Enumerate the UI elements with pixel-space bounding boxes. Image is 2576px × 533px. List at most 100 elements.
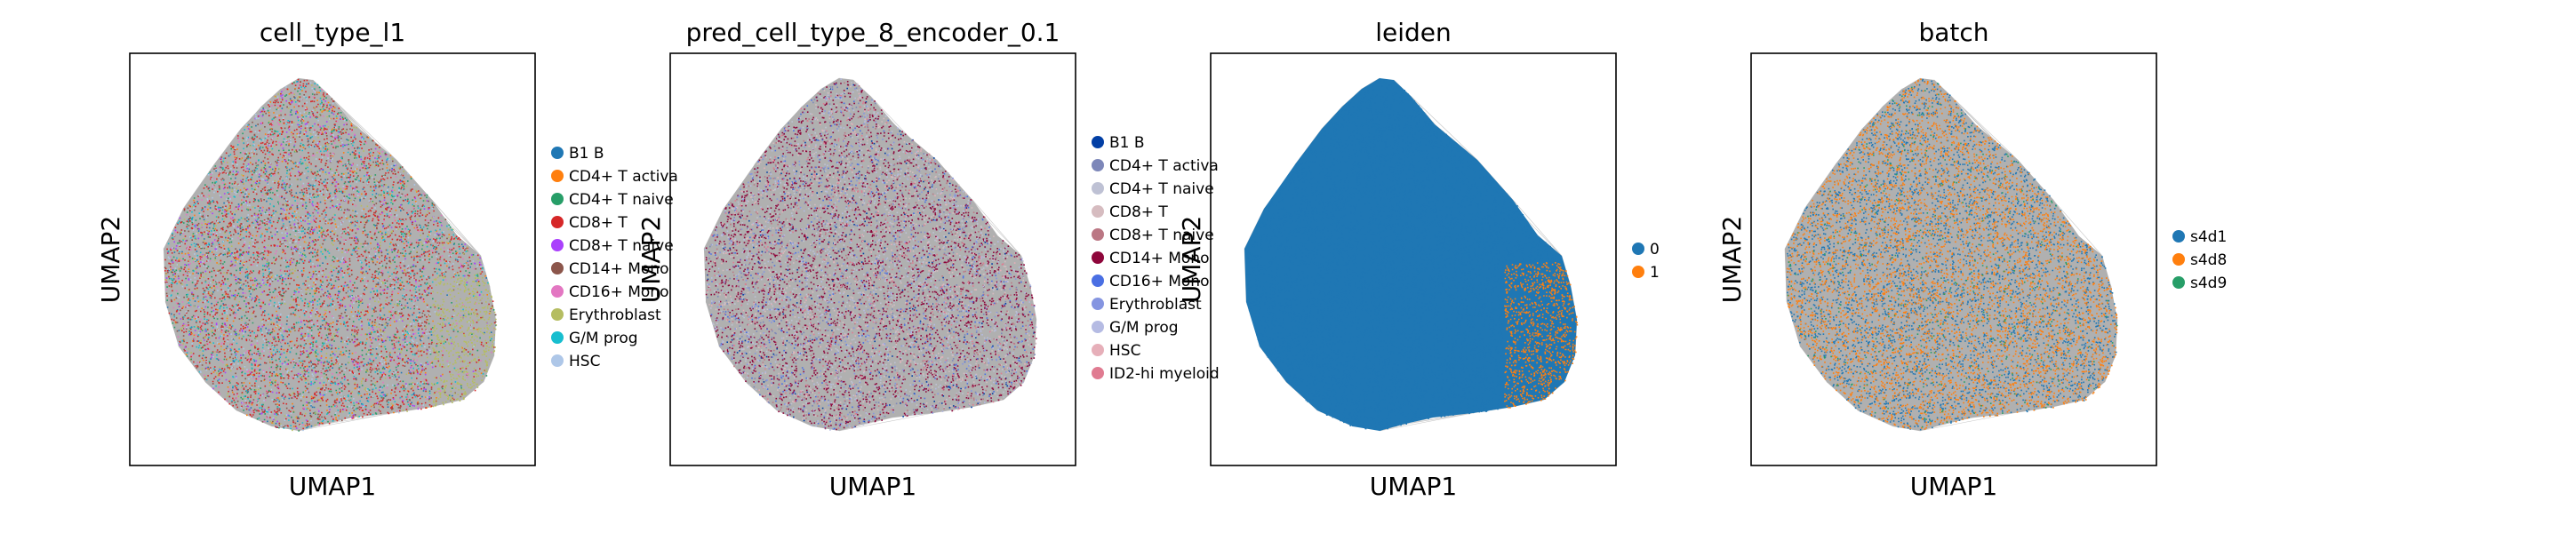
legend-item: HSC xyxy=(551,353,600,370)
legend-item: CD14+ Mono xyxy=(1092,250,1209,267)
legend-marker xyxy=(551,285,564,298)
scatter-points-s4d1 xyxy=(1786,78,2117,431)
legend-item: HSC xyxy=(1092,342,1140,360)
y-axis-label: UMAP2 xyxy=(96,216,125,304)
legend-label: B1 B xyxy=(569,145,604,163)
legend-label: 1 xyxy=(1650,264,1660,282)
y-axis-label: UMAP2 xyxy=(1177,216,1206,304)
legend-marker xyxy=(2172,230,2185,243)
legend-label: CD8+ T xyxy=(1109,203,1168,221)
plot-frame xyxy=(1750,52,2157,466)
plot-frame xyxy=(669,52,1076,466)
legend-marker xyxy=(551,308,564,321)
scatter-points-cd4-t-naive xyxy=(705,82,1036,430)
legend-item: CD8+ T naive xyxy=(1092,227,1214,244)
legend-item: G/M prog xyxy=(1092,319,1179,337)
legend-item: CD16+ Mono xyxy=(551,283,668,301)
legend-marker xyxy=(1092,205,1104,218)
legend-item: Erythroblast xyxy=(1092,296,1202,314)
legend-item: CD4+ T activa xyxy=(551,168,678,186)
legend-marker xyxy=(2172,253,2185,266)
legend-marker xyxy=(1632,243,1644,255)
legend-label: CD4+ T activa xyxy=(569,168,678,186)
legend-marker xyxy=(1092,182,1104,195)
panel-title: leiden xyxy=(1375,18,1452,47)
legend-item: s4d1 xyxy=(2172,228,2227,246)
x-axis-label: UMAP1 xyxy=(1370,472,1458,501)
legend-label: CD16+ Mono xyxy=(569,283,668,301)
legend-marker xyxy=(1092,367,1104,379)
legend-label: CD14+ Mono xyxy=(1109,250,1209,267)
legend-label: 0 xyxy=(1650,241,1660,259)
legend-marker xyxy=(1092,159,1104,171)
legend-label: HSC xyxy=(1109,342,1140,360)
legend-item: CD16+ Mono xyxy=(1092,273,1209,290)
legend-label: CD4+ T naive xyxy=(1109,180,1214,198)
y-axis-label: UMAP2 xyxy=(1717,216,1747,304)
plot-frame xyxy=(129,52,536,466)
legend-item: CD8+ T xyxy=(551,214,628,232)
plot-frame xyxy=(1210,52,1617,466)
legend-item: B1 B xyxy=(551,145,604,163)
legend-label: CD8+ T naive xyxy=(1109,227,1214,244)
legend-item: CD14+ Mono xyxy=(551,260,668,278)
legend-marker xyxy=(551,170,564,182)
legend-marker xyxy=(551,216,564,228)
legend-item: CD8+ T naive xyxy=(551,237,674,255)
legend-label: CD14+ Mono xyxy=(569,260,668,278)
umap-panel-cell-type: cell_type_l1 UMAP1 UMAP2 B1 B CD4+ T acti… xyxy=(96,18,678,501)
legend-item: CD4+ T activa xyxy=(1092,157,1219,175)
legend: B1 B CD4+ T activa CD4+ T naive CD8+ T CD8+ … xyxy=(551,145,678,370)
legend: s4d1 s4d8 s4d9 xyxy=(2172,228,2227,292)
umap-panel-batch: batch UMAP1 UMAP2 s4d1 s4d8 s4d9 xyxy=(1717,18,2227,501)
legend-marker xyxy=(551,262,564,274)
legend-marker xyxy=(1092,274,1104,287)
legend-marker xyxy=(1092,344,1104,356)
legend-item: s4d8 xyxy=(2172,251,2227,269)
legend-label: CD4+ T activa xyxy=(1109,157,1219,175)
legend-marker xyxy=(1092,251,1104,264)
legend-label: CD8+ T xyxy=(569,214,628,232)
legend-marker xyxy=(1092,136,1104,148)
legend-marker xyxy=(1092,321,1104,333)
legend-item: CD4+ T naive xyxy=(551,191,674,209)
legend-item: Erythroblast xyxy=(551,306,661,324)
panel-title: batch xyxy=(1918,18,1988,47)
umap-panel-leiden: leiden UMAP1 UMAP2 01 xyxy=(1177,18,1660,501)
legend-label: G/M prog xyxy=(569,330,638,347)
legend-label: Erythroblast xyxy=(569,306,661,324)
legend-marker xyxy=(551,331,564,344)
legend-item: 1 xyxy=(1632,264,1660,282)
legend-marker xyxy=(551,193,564,205)
legend-item: s4d9 xyxy=(2172,274,2227,292)
scatter-points-cd14-mono xyxy=(164,93,497,428)
y-axis-label: UMAP2 xyxy=(636,216,666,304)
legend: 01 xyxy=(1632,241,1660,282)
scatter-area xyxy=(1244,77,1579,432)
scatter-area xyxy=(703,77,1037,432)
legend-item: G/M prog xyxy=(551,330,638,347)
legend-label: s4d9 xyxy=(2190,274,2227,292)
legend-marker xyxy=(551,147,564,159)
legend-marker xyxy=(1632,266,1644,278)
legend-label: HSC xyxy=(569,353,600,370)
scatter-area xyxy=(1784,77,2118,432)
legend-label: B1 B xyxy=(1109,134,1145,152)
legend-marker xyxy=(2172,276,2185,289)
legend-item: CD8+ T xyxy=(1092,203,1168,221)
legend-label: Erythroblast xyxy=(1109,296,1202,314)
panel-title: pred_cell_type_8_encoder_0.1 xyxy=(686,18,1060,47)
legend-label: ID2-hi myeloid xyxy=(1109,365,1220,383)
scatter-points-1 xyxy=(1504,262,1579,409)
scatter-points-cd8-t xyxy=(164,78,496,431)
legend-label: CD16+ Mono xyxy=(1109,273,1209,290)
scatter-points-cd14-mono xyxy=(705,81,1037,431)
legend-label: s4d8 xyxy=(2190,251,2227,269)
legend-marker xyxy=(551,354,564,367)
x-axis-label: UMAP1 xyxy=(829,472,917,501)
legend-item: 0 xyxy=(1632,241,1660,259)
umap-panel-pred-cell-type: pred_cell_type_8_encoder_0.1 UMAP1 UMAP2… xyxy=(636,18,1220,501)
legend-label: CD8+ T naive xyxy=(569,237,674,255)
legend-item: ID2-hi myeloid xyxy=(1092,365,1220,383)
